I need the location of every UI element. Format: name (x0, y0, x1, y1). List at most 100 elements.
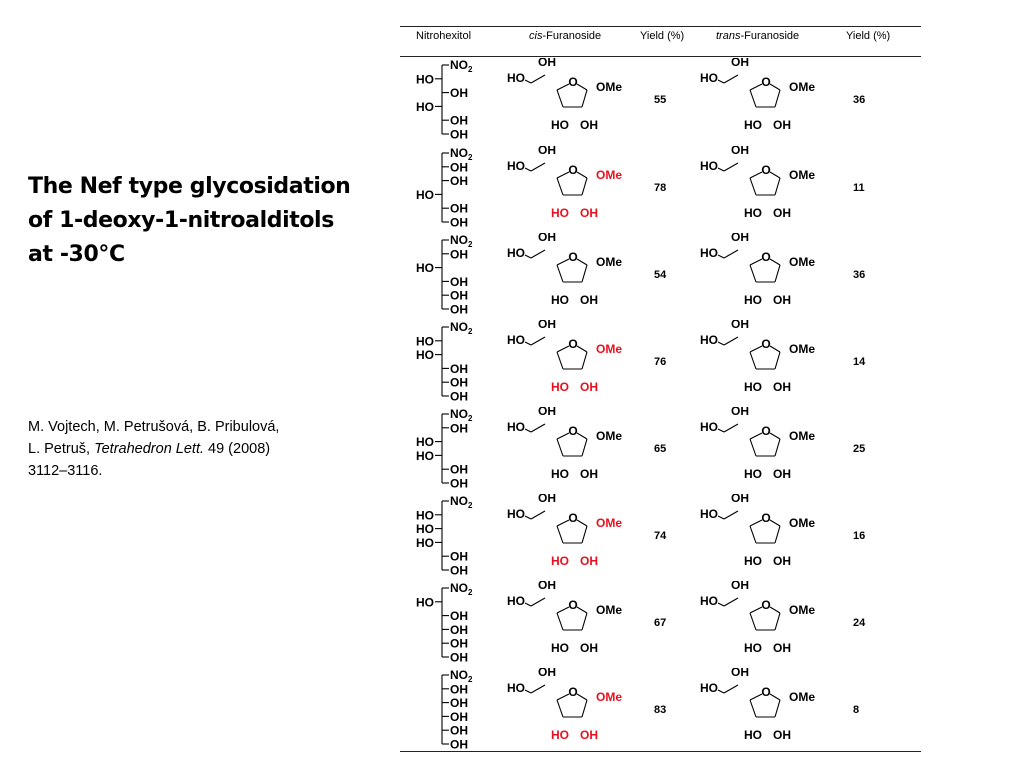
nitro-group-label: NO2 (450, 494, 473, 510)
ring-oxygen-label: O (761, 424, 770, 438)
ring-oxygen-label-text: O (761, 685, 770, 699)
c2-hydroxyl-label: OH (580, 554, 598, 568)
c3-hydroxyl-label: HO (744, 728, 762, 742)
ring-oxygen-label-text: O (568, 511, 577, 525)
ring-bond (556, 83, 570, 91)
c2-hydroxyl-label-text: OH (580, 554, 598, 568)
undefined-wedge-bond (753, 543, 756, 552)
c6-hydroxyl-label: HO (507, 159, 525, 173)
hydroxyl-label-right: OH (450, 174, 468, 188)
c5-hydroxyl-label-text: OH (538, 320, 556, 331)
c4-c5-wedge-bond (545, 685, 557, 700)
trans-furanoside-structure: HO OH O OMe HO OH (700, 581, 815, 655)
methoxy-label-text: OMe (596, 603, 622, 617)
c6-hydroxyl-label: HO (507, 594, 525, 608)
table-bottom-rule (400, 751, 921, 753)
methoxy-label-text: OMe (789, 690, 815, 704)
citation-line-2: L. Petruš, Tetrahedron Lett. 49 (2008) (28, 438, 368, 460)
ring-bond (774, 438, 781, 457)
ring-bond (774, 264, 781, 283)
hydroxyl-label-right-text: OH (450, 289, 468, 303)
c6-hydroxyl-label-text: HO (507, 71, 525, 85)
table-row: NO2 OH OH OH OH OH HO OH O OMe HO OH HO OH O OMe HO OH 83 8 (400, 668, 921, 755)
c5-hydroxyl-label-text: OH (731, 320, 749, 331)
c3-hydroxyl-label-text: HO (551, 380, 569, 394)
methoxy-label-text: OMe (789, 255, 815, 269)
ring-oxygen-label-text: O (761, 250, 770, 264)
hydroxyl-label-right: OH (450, 682, 468, 696)
ring-bond (769, 432, 781, 440)
undefined-wedge-bond (587, 348, 595, 352)
c6-oh-bond (717, 254, 725, 259)
ring-oxygen-label-text: O (568, 163, 577, 177)
c5-c6-bond (723, 336, 739, 346)
c6-oh-bond (717, 689, 725, 694)
hydroxyl-label-left: HO (416, 522, 434, 536)
c5-hydroxyl-label: OH (538, 407, 556, 418)
methoxy-label-text: OMe (789, 603, 815, 617)
c6-oh-bond (524, 167, 532, 172)
undefined-wedge-bond (582, 543, 585, 552)
hydroxyl-label-right: OH (450, 637, 468, 651)
c5-hydroxyl-label: OH (731, 494, 749, 505)
ring-bond (556, 345, 570, 353)
hydroxyl-label-right-text: OH (450, 303, 468, 317)
ring-bond (774, 612, 781, 631)
c5-hydroxyl-label-text: OH (538, 233, 556, 244)
ring-bond (556, 258, 570, 266)
c6-hydroxyl-label: HO (507, 246, 525, 260)
c5-hydroxyl-label: OH (731, 233, 749, 244)
title-line-3: at -30°C (28, 242, 125, 267)
c5-c6-bond (530, 597, 546, 607)
table-row: NO2 HO OH OH OH OH HO OH O OMe HO OH HO OH O OMe HO OH 67 2… (400, 581, 921, 668)
undefined-wedge-bond (753, 369, 756, 378)
ring-bond (749, 177, 757, 196)
hydroxyl-label-right: OH (450, 477, 468, 491)
c6-oh-bond (717, 79, 725, 84)
ring-bond (581, 264, 588, 283)
ring-bond (581, 525, 588, 544)
hydroxyl-label-right-text: OH (450, 724, 468, 738)
undefined-wedge-bond (587, 522, 595, 526)
methoxy-label: OMe (596, 690, 622, 704)
c6-hydroxyl-label: HO (700, 333, 718, 347)
c4-c5-wedge-bond (738, 685, 750, 700)
hydroxyl-label-right: OH (450, 724, 468, 738)
nitro-group-label-text: NO (450, 407, 468, 421)
undefined-wedge-bond (582, 369, 585, 378)
methoxy-label-text: OMe (596, 342, 622, 356)
methoxy-label: OMe (596, 603, 622, 617)
c6-oh-bond (524, 602, 532, 607)
title-line-2: of 1-deoxy-1-nitroalditols (28, 208, 334, 233)
c6-oh-bond (524, 428, 532, 433)
ring-bond (749, 699, 757, 718)
cis-yield-value: 55 (654, 94, 667, 106)
c6-oh-bond (717, 602, 725, 607)
methoxy-label: OMe (789, 80, 815, 94)
c3-hydroxyl-label: HO (744, 467, 762, 481)
table-row: NO2 HO OH HO OH OH HO OH O OMe HO OH HO OH O OMe HO OH 55 3… (400, 58, 921, 145)
ring-oxygen-label: O (568, 511, 577, 525)
c2-hydroxyl-label: OH (773, 554, 791, 568)
nitro-group-label-subscript: 2 (468, 327, 473, 336)
ring-bond (749, 612, 757, 631)
c6-oh-bond (717, 515, 725, 520)
citation: M. Vojtech, M. Petrušová, B. Pribulová, … (28, 416, 368, 482)
ring-bond (581, 177, 588, 196)
c5-hydroxyl-label-text: OH (731, 407, 749, 418)
undefined-wedge-bond (780, 174, 788, 178)
ring-bond (576, 171, 588, 179)
c2-hydroxyl-label-text: OH (773, 728, 791, 742)
c2-hydroxyl-label: OH (773, 293, 791, 307)
hydroxyl-label-right-text: OH (450, 376, 468, 390)
cis-yield-value: 67 (654, 617, 667, 629)
c3-hydroxyl-label-text: HO (744, 467, 762, 481)
hydroxyl-label-right: OH (450, 86, 468, 100)
hydroxyl-label-left-text: HO (416, 348, 434, 362)
hydroxyl-label-left: HO (416, 449, 434, 463)
